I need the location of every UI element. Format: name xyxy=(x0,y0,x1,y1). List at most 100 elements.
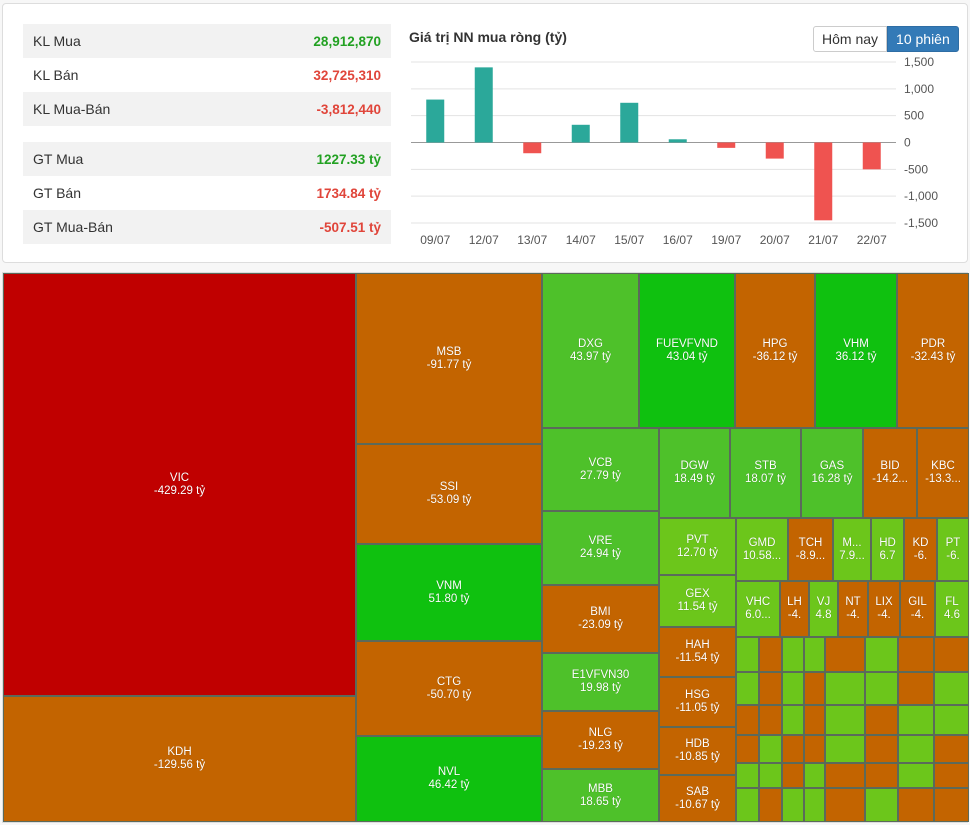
treemap-cell-small[interactable] xyxy=(825,763,865,788)
treemap-cell-small[interactable] xyxy=(865,672,898,705)
treemap-cell-nvl[interactable]: NVL 46.42 tỷ xyxy=(356,736,542,822)
treemap-cell-dxg[interactable]: DXG 43.97 tỷ xyxy=(542,273,639,428)
treemap-cell-vj[interactable]: VJ 4.8 xyxy=(809,581,838,637)
treemap-cell-pdr[interactable]: PDR -32.43 tỷ xyxy=(897,273,969,428)
treemap-cell-small[interactable] xyxy=(898,788,934,822)
treemap-cell-gex[interactable]: GEX 11.54 tỷ xyxy=(659,575,736,627)
treemap-cell-hsg[interactable]: HSG -11.05 tỷ xyxy=(659,677,736,727)
bar[interactable] xyxy=(426,99,445,143)
treemap-cell-small[interactable] xyxy=(934,735,969,763)
bar[interactable] xyxy=(717,142,736,148)
treemap-cell-gmd[interactable]: GMD 10.58... xyxy=(736,518,788,581)
treemap-cell-small[interactable] xyxy=(759,735,782,763)
treemap-cell-small[interactable] xyxy=(865,788,898,822)
treemap-cell-nlg[interactable]: NLG -19.23 tỷ xyxy=(542,711,659,769)
treemap-cell-sab[interactable]: SAB -10.67 tỷ xyxy=(659,775,736,822)
treemap-cell-small[interactable] xyxy=(934,672,969,705)
treemap-cell-small[interactable] xyxy=(803,637,825,672)
treemap-cell-small[interactable] xyxy=(934,763,969,788)
treemap-cell-kd[interactable]: KD -6. xyxy=(904,518,937,581)
treemap-cell-small[interactable] xyxy=(759,705,782,735)
treemap-cell-small[interactable] xyxy=(759,672,782,705)
treemap-cell-small[interactable] xyxy=(759,637,782,672)
treemap-cell-small[interactable] xyxy=(803,672,825,705)
treemap-cell-small[interactable] xyxy=(803,735,825,763)
treemap-cell-m[interactable]: M... 7.9... xyxy=(833,518,871,581)
treemap-cell-small[interactable] xyxy=(825,637,865,672)
treemap-cell-small[interactable] xyxy=(736,705,759,735)
today-button[interactable]: Hôm nay xyxy=(813,26,888,52)
treemap-cell-small[interactable] xyxy=(898,672,934,705)
bar[interactable] xyxy=(668,139,687,143)
bar[interactable] xyxy=(571,124,590,143)
treemap-cell-mbb[interactable]: MBB 18.65 tỷ xyxy=(542,769,659,822)
treemap-cell-small[interactable] xyxy=(865,705,898,735)
treemap-cell-small[interactable] xyxy=(782,788,804,822)
treemap-cell-ctg[interactable]: CTG -50.70 tỷ xyxy=(356,641,542,736)
treemap-cell-small[interactable] xyxy=(865,735,898,763)
bar[interactable] xyxy=(474,67,493,143)
treemap-cell-hdb[interactable]: HDB -10.85 tỷ xyxy=(659,727,736,775)
treemap-cell-small[interactable] xyxy=(803,788,825,822)
treemap-cell-small[interactable] xyxy=(782,735,804,763)
treemap-cell-msb[interactable]: MSB -91.77 tỷ xyxy=(356,273,542,444)
treemap-cell-small[interactable] xyxy=(865,637,898,672)
treemap-cell-hd[interactable]: HD 6.7 xyxy=(871,518,904,581)
treemap-cell-kbc[interactable]: KBC -13.3... xyxy=(917,428,969,518)
treemap-cell-small[interactable] xyxy=(736,637,759,672)
treemap-cell-vhc[interactable]: VHC 6.0... xyxy=(736,581,780,637)
treemap-cell-gil[interactable]: GIL -4. xyxy=(900,581,935,637)
treemap-cell-small[interactable] xyxy=(782,705,804,735)
treemap-cell-small[interactable] xyxy=(736,672,759,705)
treemap-cell-lix[interactable]: LIX -4. xyxy=(868,581,900,637)
bar[interactable] xyxy=(523,142,542,154)
treemap-cell-small[interactable] xyxy=(782,672,804,705)
treemap-cell-fuevfvnd[interactable]: FUEVFVND 43.04 tỷ xyxy=(639,273,735,428)
treemap-cell-small[interactable] xyxy=(825,735,865,763)
treemap-cell-small[interactable] xyxy=(736,735,759,763)
treemap-cell-small[interactable] xyxy=(898,637,934,672)
treemap-cell-ssi[interactable]: SSI -53.09 tỷ xyxy=(356,444,542,544)
treemap-cell-small[interactable] xyxy=(803,705,825,735)
treemap-cell-vhm[interactable]: VHM 36.12 tỷ xyxy=(815,273,897,428)
treemap-cell-gas[interactable]: GAS 16.28 tỷ xyxy=(801,428,863,518)
treemap-cell-bid[interactable]: BID -14.2... xyxy=(863,428,917,518)
treemap-cell-stb[interactable]: STB 18.07 tỷ xyxy=(730,428,801,518)
treemap-cell-hah[interactable]: HAH -11.54 tỷ xyxy=(659,627,736,677)
treemap-cell-nt[interactable]: NT -4. xyxy=(838,581,868,637)
treemap-cell-vcb[interactable]: VCB 27.79 tỷ xyxy=(542,428,659,511)
treemap-cell-small[interactable] xyxy=(898,735,934,763)
treemap-cell-vnm[interactable]: VNM 51.80 tỷ xyxy=(356,544,542,641)
bar[interactable] xyxy=(814,142,833,221)
treemap-cell-small[interactable] xyxy=(934,788,969,822)
treemap-cell-bmi[interactable]: BMI -23.09 tỷ xyxy=(542,585,659,653)
treemap-cell-vic[interactable]: VIC -429.29 tỷ xyxy=(3,273,356,696)
treemap-cell-tch[interactable]: TCH -8.9... xyxy=(788,518,833,581)
treemap-cell-small[interactable] xyxy=(782,763,804,788)
treemap-cell-small[interactable] xyxy=(898,763,934,788)
treemap-cell-small[interactable] xyxy=(736,763,759,788)
treemap-cell-hpg[interactable]: HPG -36.12 tỷ xyxy=(735,273,815,428)
treemap-cell-e1vfvn30[interactable]: E1VFVN30 19.98 tỷ xyxy=(542,653,659,711)
treemap-cell-small[interactable] xyxy=(782,637,804,672)
treemap-cell-fl[interactable]: FL 4.6 xyxy=(935,581,969,637)
treemap-cell-pvt[interactable]: PVT 12.70 tỷ xyxy=(659,518,736,575)
treemap-cell-dgw[interactable]: DGW 18.49 tỷ xyxy=(659,428,730,518)
treemap-cell-small[interactable] xyxy=(934,705,969,735)
treemap-cell-kdh[interactable]: KDH -129.56 tỷ xyxy=(3,696,356,822)
treemap-cell-small[interactable] xyxy=(865,763,898,788)
treemap-cell-small[interactable] xyxy=(825,788,865,822)
treemap-cell-vre[interactable]: VRE 24.94 tỷ xyxy=(542,511,659,585)
bar[interactable] xyxy=(765,142,784,159)
treemap-cell-lh[interactable]: LH -4. xyxy=(780,581,809,637)
treemap-cell-small[interactable] xyxy=(759,763,782,788)
treemap-cell-small[interactable] xyxy=(736,788,759,822)
ten-sessions-button[interactable]: 10 phiên xyxy=(887,26,959,52)
treemap-cell-small[interactable] xyxy=(934,637,969,672)
treemap-cell-small[interactable] xyxy=(898,705,934,735)
treemap-cell-pt[interactable]: PT -6. xyxy=(937,518,969,581)
bar[interactable] xyxy=(620,102,639,143)
treemap-cell-small[interactable] xyxy=(803,763,825,788)
treemap-cell-small[interactable] xyxy=(825,705,865,735)
treemap-cell-small[interactable] xyxy=(759,788,782,822)
